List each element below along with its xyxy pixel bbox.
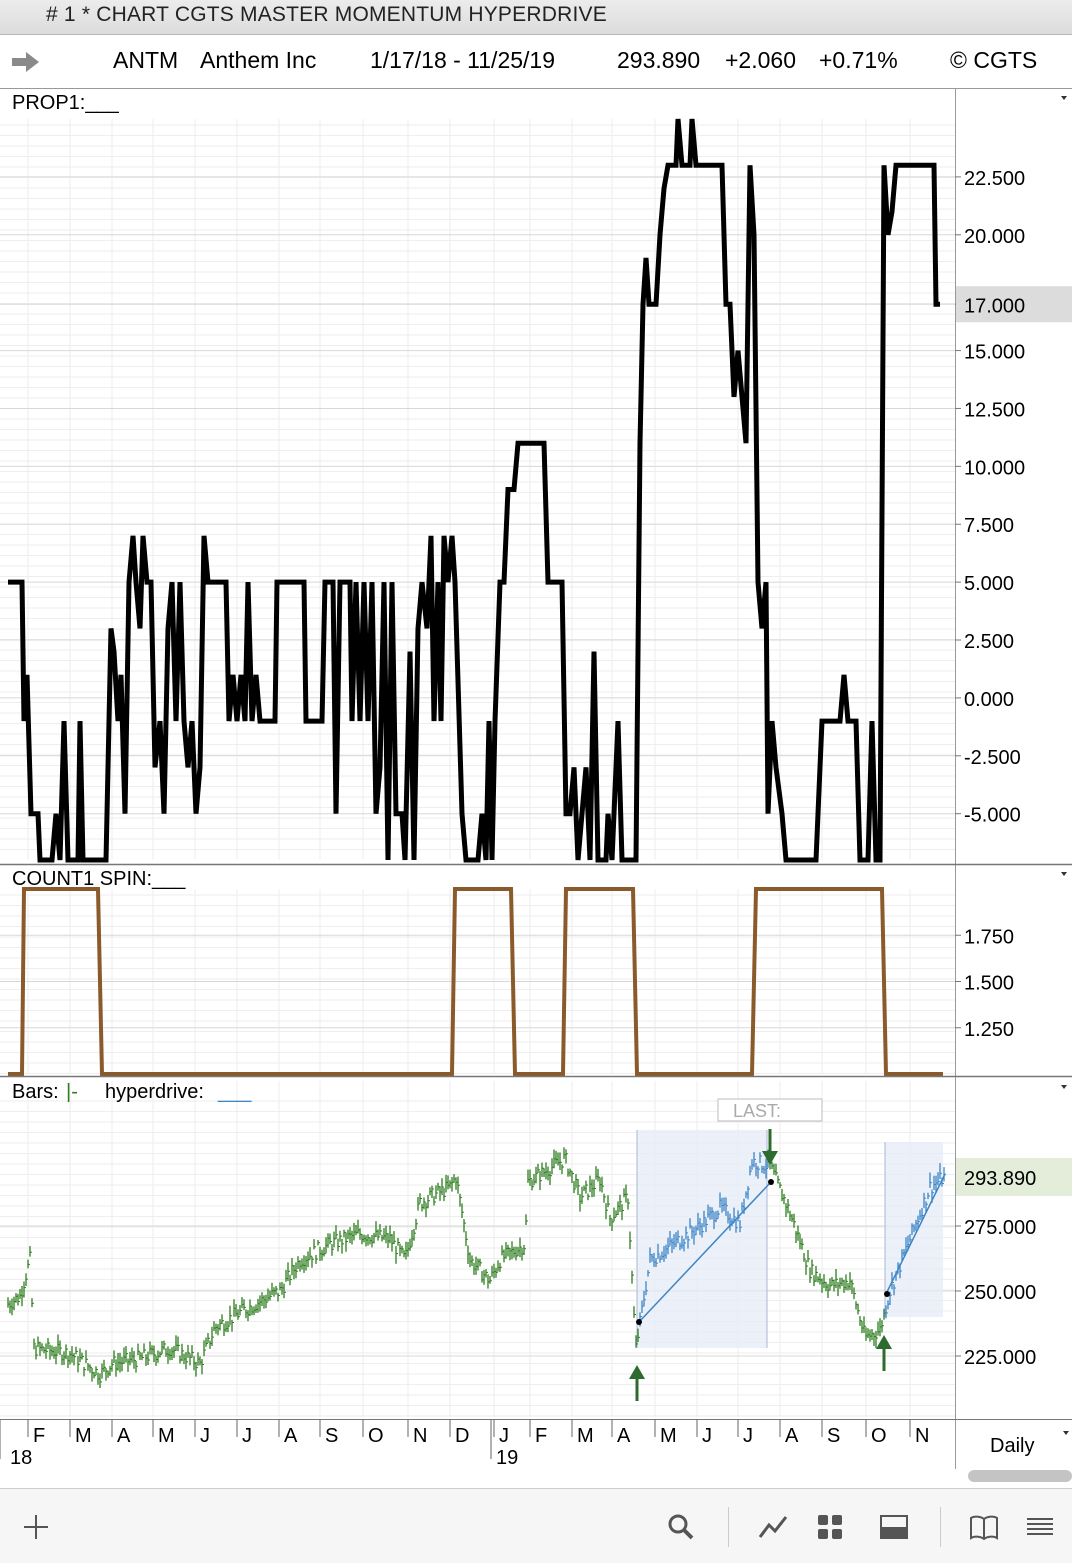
count1-menu-icon[interactable] <box>1061 872 1067 876</box>
x-tick-label: M <box>75 1425 92 1447</box>
x-tick-label: M <box>660 1425 677 1447</box>
x-tick-label: D <box>455 1425 469 1447</box>
y-tick-label: 12.500 <box>964 399 1025 421</box>
copyright: © CGTS <box>950 47 1038 73</box>
y-tick-label: -2.500 <box>964 747 1021 769</box>
price-bars <box>7 1147 886 1388</box>
buy-arrow-icon <box>876 1335 892 1371</box>
y-tick-label: 17.000 <box>964 295 1025 317</box>
y-tick-label: 250.000 <box>964 1282 1036 1304</box>
add-icon[interactable] <box>20 1511 52 1543</box>
last-price-label: 293.890 <box>964 1168 1036 1190</box>
bars-label: Bars: <box>12 1081 59 1103</box>
window-title: # 1 * CHART CGTS MASTER MOMENTUM HYPERDR… <box>46 3 607 26</box>
chart-area[interactable]: PROP1:___ 22.500 20.000 17.000 15.000 12.500… <box>0 89 1072 1469</box>
y-tick-label: 20.000 <box>964 226 1025 248</box>
cut-label-box <box>717 1098 823 1122</box>
x-year-label: 19 <box>496 1447 518 1469</box>
hyperdrive-label: hyperdrive: <box>105 1081 204 1103</box>
y-tick-label: 225.000 <box>964 1347 1036 1369</box>
y-tick-label: 1.500 <box>964 973 1014 995</box>
x-tick-label: M <box>158 1425 175 1447</box>
x-tick-label: N <box>915 1425 929 1447</box>
count1-grid <box>0 889 955 1074</box>
y-tick-label: 1.750 <box>964 926 1014 948</box>
x-tick-label: M <box>577 1425 594 1447</box>
x-year-label: 18 <box>10 1447 32 1469</box>
x-tick-label: J <box>200 1425 210 1447</box>
bars-y-axis: 275.000 250.000 225.000 293.890 <box>955 1157 1072 1369</box>
last-price: 293.890 <box>617 47 701 73</box>
bars-menu-icon[interactable] <box>1061 1085 1067 1089</box>
hyperdrive-zone-1 <box>637 1130 767 1348</box>
y-tick-label: 5.000 <box>964 573 1014 595</box>
count1-panel[interactable]: COUNT1 SPIN:___ 1.750 1.500 1.250 <box>0 868 1067 1076</box>
price-change-percent: +0.71% <box>819 47 898 73</box>
prop1-panel[interactable]: PROP1:___ 22.500 20.000 17.000 15.000 12.500… <box>0 92 1072 863</box>
buy-arrow-icon <box>629 1365 645 1401</box>
x-tick-label: O <box>368 1425 384 1447</box>
last-price-badge <box>956 1157 1072 1196</box>
last-value-badge <box>956 286 1072 323</box>
company-name: Anthem Inc <box>200 47 317 73</box>
panel-icon[interactable] <box>878 1511 910 1543</box>
count1-y-axis: 1.750 1.500 1.250 <box>955 926 1014 1041</box>
hyperdrive-trendline-1 <box>638 1181 772 1323</box>
count1-line <box>8 887 943 1076</box>
x-tick-label: F <box>33 1425 45 1447</box>
window-titlebar: # 1 * CHART CGTS MASTER MOMENTUM HYPERDR… <box>0 0 1072 35</box>
x-tick-label: S <box>325 1425 338 1447</box>
y-tick-label: -5.000 <box>964 805 1021 827</box>
symbol[interactable]: ANTM <box>113 47 179 73</box>
prop1-line <box>8 118 940 863</box>
prop1-grid <box>0 119 955 860</box>
menu-icon[interactable] <box>1024 1511 1056 1543</box>
line-chart-icon[interactable] <box>757 1511 789 1543</box>
x-tick-label: O <box>871 1425 887 1447</box>
hyperdrive-trendline-2 <box>885 1173 946 1295</box>
bars-grid <box>0 1081 955 1417</box>
symbol-info-bar: ANTM Anthem Inc 1/17/18 - 11/25/19 293.8… <box>0 35 1072 89</box>
prop1-y-axis: 22.500 20.000 17.000 15.000 12.500 10.000 7.50… <box>955 168 1072 827</box>
period-menu-icon[interactable] <box>1063 1431 1069 1435</box>
x-tick-label: J <box>242 1425 252 1447</box>
y-tick-label: 10.000 <box>964 457 1025 479</box>
x-tick-label: F <box>535 1425 547 1447</box>
x-tick-label: J <box>702 1425 712 1447</box>
x-tick-label: J <box>499 1425 509 1447</box>
x-tick-label: A <box>284 1425 298 1447</box>
count1-label: COUNT1 SPIN:___ <box>12 868 186 890</box>
horizontal-scrollbar[interactable] <box>968 1470 1072 1482</box>
y-tick-label: 7.500 <box>964 515 1014 537</box>
hyperdrive-legend-mark: ___ <box>217 1081 252 1103</box>
book-icon[interactable] <box>968 1511 1000 1543</box>
price-change: +2.060 <box>725 47 796 73</box>
x-tick-label: A <box>117 1425 131 1447</box>
bars-panel[interactable]: LAST: Bars: |- hyperdrive: ___ 275.000 25… <box>0 1081 1072 1417</box>
x-tick-label: A <box>785 1425 799 1447</box>
x-tick-label: A <box>617 1425 631 1447</box>
x-tick-label: N <box>413 1425 427 1447</box>
bottom-toolbar <box>0 1488 1072 1563</box>
x-tick-label: S <box>827 1425 840 1447</box>
x-tick-label: J <box>743 1425 753 1447</box>
bars-legend-mark: |- <box>66 1081 78 1103</box>
cut-label: LAST: <box>733 1101 781 1121</box>
y-tick-label: 1.250 <box>964 1019 1014 1041</box>
arrow-right-icon[interactable] <box>12 51 40 73</box>
date-range[interactable]: 1/17/18 - 11/25/19 <box>370 47 555 73</box>
x-axis: F M A M J J A S O N D J F M A M J J A S O N 18 19 <box>0 1419 929 1469</box>
grid-icon[interactable] <box>814 1511 846 1543</box>
search-icon[interactable] <box>665 1511 697 1543</box>
prop1-label: PROP1:___ <box>12 92 120 114</box>
sell-arrow-icon <box>762 1129 778 1165</box>
y-tick-label: 0.000 <box>964 689 1014 711</box>
y-tick-label: 2.500 <box>964 631 1014 653</box>
y-tick-label: 15.000 <box>964 342 1025 364</box>
period-label[interactable]: Daily <box>990 1435 1034 1457</box>
y-tick-label: 22.500 <box>964 168 1025 190</box>
prop1-menu-icon[interactable] <box>1061 96 1067 100</box>
y-tick-label: 275.000 <box>964 1217 1036 1239</box>
